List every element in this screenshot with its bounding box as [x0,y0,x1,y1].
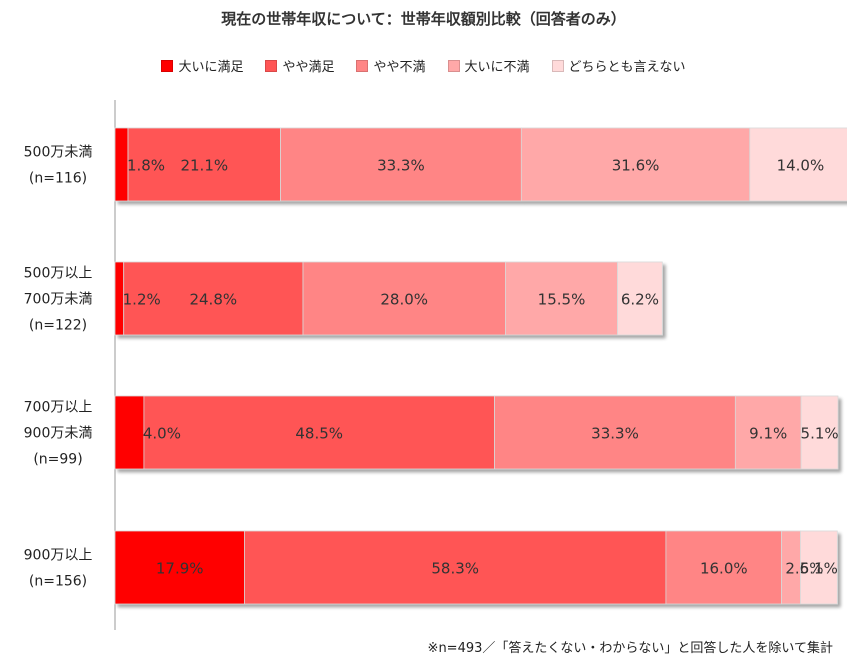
bar-segment [800,530,838,605]
category-label: 500万未満 [24,145,93,161]
legend-swatch [551,59,564,72]
legend-item: やや不満 [356,56,426,75]
category-label: (n=156) [29,574,87,590]
bar-segment [243,530,667,605]
footnote: ※n=493／「答えたくない・わからない」と回答した人を除いて集計 [427,641,833,656]
legend-swatch [161,59,174,72]
data-label: 1.8% [127,157,165,175]
data-label: 9.1% [749,425,787,443]
bar-segment [143,395,496,470]
data-label: 4.0% [143,425,181,443]
category-label: (n=122) [29,318,87,334]
bar-segment [617,261,663,336]
category-label: 500万以上 [24,266,93,282]
category-label: 700万以上 [24,400,93,416]
legend-item: やや満足 [265,56,334,75]
bar-group [114,261,663,336]
bar-segment [280,127,522,202]
legend-label: やや不満 [373,60,426,75]
data-label: 1.2% [123,291,161,309]
bar-segment [734,395,802,470]
data-label: 6.2% [621,291,659,309]
bar-group [114,530,838,605]
legend-swatch [447,59,460,72]
data-label: 14.0% [777,157,825,175]
data-label: 58.3% [431,560,479,578]
legend-swatch [265,59,278,72]
data-label: 28.0% [380,291,428,309]
bar-segment [749,127,847,202]
data-label: 48.5% [295,425,343,443]
chart-title: 現在の世帯年収について：世帯年収額別比較（回答者のみ） [221,10,626,28]
bar-segment [123,261,304,336]
legend: 大いに満足 やや満足 やや不満 大いに不満 どちらとも言えない [0,56,847,75]
bar-segment [302,261,506,336]
bar-segment [504,261,618,336]
legend-item: どちらとも言えない [551,56,686,75]
data-label: 5.1% [801,425,839,443]
data-label: 15.5% [538,291,586,309]
bar-group [114,127,847,202]
data-label: 2.6% [785,560,823,578]
legend-label: 大いに満足 [178,60,244,75]
data-label: 24.8% [189,291,237,309]
data-label: 16.0% [700,560,748,578]
data-label: 21.1% [180,157,228,175]
data-label: 17.9% [156,560,204,578]
bar-segment [114,395,145,470]
category-label: 900万以上 [24,548,93,564]
legend-item: 大いに不満 [447,56,530,75]
legend-item: 大いに満足 [161,56,243,75]
bar-segment [114,530,245,605]
category-label: (n=99) [33,452,82,468]
legend-label: 大いに不満 [464,60,530,75]
data-label: 5.1% [800,560,838,578]
bar-group [114,395,839,470]
legend-swatch [356,59,369,72]
category-label: (n=116) [29,171,87,187]
data-label: 33.3% [377,157,425,175]
bar-segment [494,395,736,470]
bar-segment [520,127,751,202]
category-label: 700万未満 [24,292,93,308]
category-label: 900万未満 [24,426,93,442]
data-label: 31.6% [612,157,660,175]
bar-segment [127,127,282,202]
data-label: 33.3% [591,425,639,443]
bar-segment [800,395,839,470]
bar-segment [665,530,783,605]
legend-label: どちらとも言えない [568,60,686,75]
legend-label: やや満足 [282,60,335,75]
